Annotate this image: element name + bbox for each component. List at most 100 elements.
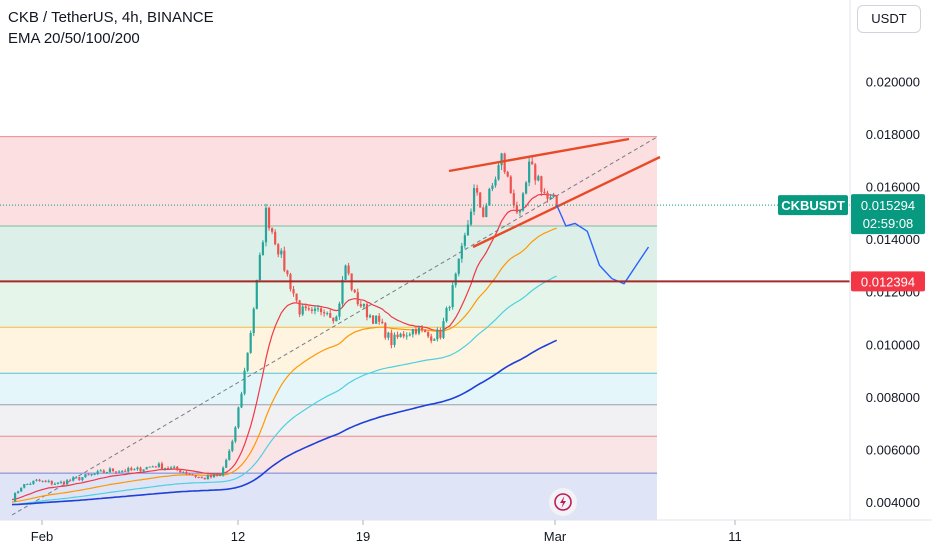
candle [133, 469, 136, 471]
candle [182, 472, 185, 474]
candle [17, 491, 20, 494]
lightning-icon[interactable] [549, 488, 577, 516]
candle [442, 321, 445, 338]
candle [185, 472, 188, 474]
price-tick-label: 0.008000 [866, 390, 920, 405]
candle [93, 473, 96, 475]
candle [179, 469, 182, 473]
candle [75, 477, 78, 479]
candle [38, 479, 41, 482]
fib-retracement [0, 136, 657, 520]
candle [65, 480, 69, 485]
candle [47, 480, 50, 482]
candle [555, 196, 558, 206]
candle [485, 205, 488, 218]
candle [371, 315, 375, 324]
candle [53, 483, 56, 485]
last-price-label: 0.015294 [861, 198, 915, 213]
candle [44, 480, 47, 482]
candle [433, 339, 436, 341]
support-price-label: 0.012394 [861, 274, 915, 289]
price-tick-label: 0.018000 [866, 127, 920, 142]
candle [405, 335, 408, 337]
candle [292, 289, 295, 294]
ema100-line [11, 275, 557, 506]
candle [160, 463, 164, 470]
candle [243, 370, 246, 394]
candle [154, 466, 157, 468]
candle [298, 300, 301, 315]
last-price-badge [851, 194, 925, 235]
candle [277, 244, 280, 255]
support-price-badge [851, 271, 925, 292]
candle [488, 188, 491, 206]
candle [304, 306, 307, 309]
candle [540, 176, 543, 192]
candle [188, 473, 191, 475]
candle [494, 179, 497, 186]
candle [283, 250, 286, 271]
candle [420, 327, 424, 331]
candle [313, 308, 317, 311]
indicator-legend: EMA 20/50/100/200 [8, 30, 140, 47]
currency-button[interactable]: USDT [857, 5, 921, 33]
candle [335, 316, 338, 322]
ema20-line [11, 193, 557, 501]
candle [166, 467, 170, 469]
candle [173, 466, 176, 468]
candle [228, 450, 231, 460]
candle [84, 474, 87, 478]
fib-zone [0, 373, 657, 405]
candle [197, 476, 200, 478]
candle [56, 482, 59, 484]
candle [252, 308, 255, 334]
candle [552, 196, 555, 198]
candle [338, 303, 341, 317]
price-tick-label: 0.020000 [866, 74, 920, 89]
candle [414, 329, 418, 334]
candle [234, 427, 237, 442]
price-tick-label: 0.014000 [866, 232, 920, 247]
candle [151, 466, 154, 468]
candle [362, 304, 365, 307]
candle [310, 309, 313, 311]
candle [393, 334, 396, 345]
fib-zone [0, 327, 657, 374]
symbol-title: CKB / TetherUS, 4h, BINANCE [8, 9, 214, 26]
candle [430, 336, 433, 341]
time-tick-label: 12 [231, 529, 245, 544]
candle [163, 467, 167, 470]
candle [274, 231, 277, 245]
candle [534, 164, 537, 181]
candle [528, 161, 531, 183]
price-tick-label: 0.016000 [866, 180, 920, 195]
candle [506, 171, 509, 177]
fib-zone [0, 136, 657, 226]
candle [114, 471, 118, 473]
candle [472, 188, 476, 212]
candle [102, 470, 105, 473]
candle [448, 307, 451, 309]
candle [427, 332, 430, 337]
candle [20, 487, 23, 492]
candle [41, 480, 44, 482]
candle [209, 475, 212, 478]
fib-zone [0, 436, 657, 474]
candle [170, 467, 173, 469]
candle [316, 308, 320, 310]
symbol-label-bg [778, 195, 848, 216]
candle [319, 308, 323, 313]
candle [463, 235, 466, 246]
candle [87, 474, 90, 476]
candle [32, 480, 35, 484]
candle [35, 479, 38, 481]
candle [521, 193, 525, 211]
candle [130, 468, 133, 471]
candle [267, 207, 271, 229]
projection-path [556, 204, 650, 285]
candle [121, 470, 124, 472]
fib-zone [0, 281, 657, 328]
candle [347, 265, 350, 274]
candle [479, 192, 482, 208]
